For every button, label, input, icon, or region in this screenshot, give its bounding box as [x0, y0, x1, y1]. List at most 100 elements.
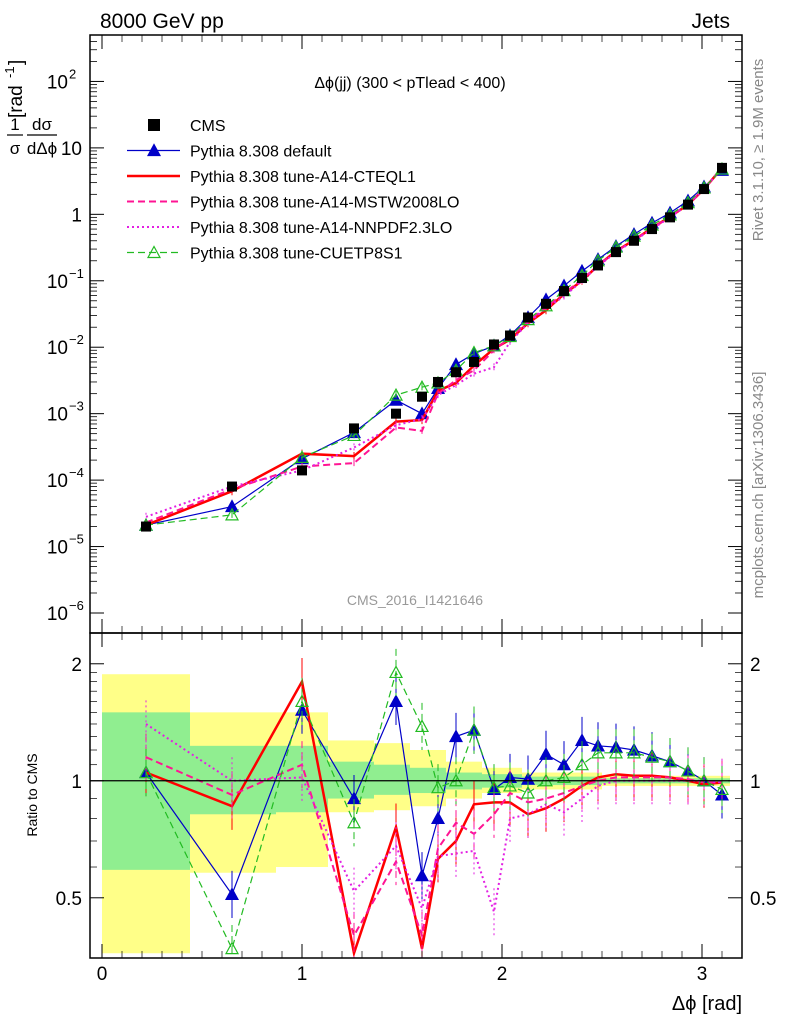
legend-label-1: Pythia 8.308 default	[190, 144, 332, 161]
cms-point-16	[611, 247, 621, 258]
legend-label-2: Pythia 8.308 tune-A14-CTEQL1	[190, 169, 416, 186]
cms-point-14	[577, 273, 587, 284]
ylabel-unit: [rad	[6, 85, 27, 118]
cms-point-22	[717, 162, 727, 173]
main-ytick-exp-3: −3	[69, 399, 84, 414]
main-y-axis-label: 1 σ dσ dΔϕ [rad -1 ]	[2, 60, 57, 158]
ratio-ytick-label-0: 0.5	[56, 889, 82, 910]
xtick-label-0: 0	[97, 964, 108, 985]
main-ytick-label-1: 10	[47, 538, 68, 559]
ratio-marker-4-2	[294, 694, 310, 708]
main-ytick-exp-2: −4	[69, 465, 84, 480]
ylabel-unit-close: ]	[6, 60, 27, 65]
ratio-marker-4-20	[680, 763, 696, 777]
legend-label-5: Pythia 8.308 tune-CUETP8S1	[190, 246, 403, 263]
xtick-label-3: 3	[697, 964, 708, 985]
ratio-panel-frame	[89, 632, 743, 959]
cms-point-5	[417, 391, 427, 402]
x-axis-label: Δϕ [rad]	[672, 993, 742, 1015]
main-marker-4-2	[294, 450, 310, 463]
cms-point-4	[391, 408, 401, 419]
cms-point-11	[523, 312, 533, 323]
cms-point-20	[683, 199, 693, 210]
ratio-ytick-label-right-0: 0.5	[750, 889, 776, 910]
ratio-ytick-label-right-2: 2	[750, 655, 761, 676]
main-marker-4-4	[388, 387, 404, 401]
legend-marker-0	[148, 119, 160, 131]
ratio-marker-4-19	[662, 754, 678, 768]
rivet-version-label: Rivet 3.1.10, ≥ 1.9M events	[750, 59, 767, 242]
cms-point-18	[647, 224, 657, 235]
ratio-marker-0-1	[224, 887, 240, 901]
ratio-panel-series	[138, 648, 730, 959]
ratio-marker-4-6	[430, 780, 446, 794]
xtick-label-1: 1	[297, 964, 308, 985]
ylabel-one: 1	[10, 115, 19, 134]
ylabel-ddphi: dΔϕ	[27, 139, 57, 158]
main-ytick-exp-0: −6	[69, 598, 84, 613]
main-panel-series	[138, 161, 730, 531]
cms-point-15	[593, 260, 603, 271]
mcplots-label: mcplots.cern.ch [arXiv:1306.3436]	[750, 372, 767, 599]
ylabel-dsigma: dσ	[32, 115, 52, 134]
legend-label-4: Pythia 8.308 tune-A14-NNPDF2.3LO	[190, 220, 452, 237]
ratio-ytick-label-2: 2	[71, 655, 82, 676]
cms-point-9	[489, 339, 499, 350]
ratio-marker-4-8	[466, 722, 482, 736]
cms-point-19	[665, 212, 675, 223]
ratio-marker-0-7	[448, 729, 464, 743]
xtick-label-2: 2	[497, 964, 508, 985]
energy-label: 8000 GeV pp	[100, 10, 224, 33]
cms-point-8	[469, 356, 479, 367]
process-label: Jets	[691, 10, 730, 33]
ratio-marker-4-5	[414, 719, 430, 733]
cms-point-6	[433, 376, 443, 387]
main-series-3	[145, 167, 723, 518]
ratio-marker-4-10	[502, 778, 518, 792]
ylabel-unit-exponent: -1	[2, 66, 17, 78]
cms-point-7	[451, 367, 461, 378]
band-green-4	[374, 764, 410, 795]
main-ytick-label-5: 10	[47, 272, 68, 293]
ratio-marker-0-6	[430, 811, 446, 825]
cms-point-10	[505, 330, 515, 341]
ratio-series-4	[145, 670, 723, 951]
cms-point-2	[297, 465, 307, 476]
cms-point-3	[349, 423, 359, 434]
main-marker-4-1	[224, 507, 240, 521]
ratio-marker-4-14	[574, 757, 590, 771]
main-ytick-label-8: 10	[47, 72, 68, 93]
legend: CMS Pythia 8.308 default Pythia 8.308 tune…	[127, 118, 459, 263]
main-ytick-label-6: 1	[71, 205, 82, 226]
ratio-marker-4-18	[644, 749, 660, 763]
main-ytick-label-0: 10	[47, 604, 68, 625]
ratio-ytick-label-right-1: 1	[750, 772, 761, 793]
main-ytick-label-2: 10	[47, 471, 68, 492]
main-ytick-exp-1: −5	[69, 532, 84, 547]
ratio-marker-0-4	[388, 694, 404, 708]
main-series-4	[145, 168, 723, 526]
main-ytick-label-4: 10	[47, 338, 68, 359]
main-panel-frame	[89, 34, 743, 634]
cms-point-17	[629, 235, 639, 246]
ratio-marker-4-16	[608, 745, 624, 759]
ratio-marker-4-11	[520, 785, 536, 799]
ratio-marker-4-9	[486, 780, 502, 794]
ylabel-sigma: σ	[10, 139, 21, 158]
ratio-marker-4-17	[626, 745, 642, 759]
ratio-marker-4-13	[556, 770, 572, 784]
legend-label-3: Pythia 8.308 tune-A14-MSTW2008LO	[190, 195, 459, 212]
main-ytick-exp-4: −2	[69, 332, 84, 347]
ratio-y-axis-label: Ratio to CMS	[24, 753, 40, 836]
main-ytick-exp-5: −1	[69, 266, 84, 281]
plot-title: Δϕ(jj) (300 < pTlead < 400)	[314, 75, 505, 92]
ratio-ytick-label-1: 1	[71, 772, 82, 793]
cms-point-0	[141, 521, 151, 532]
cms-point-21	[699, 184, 709, 195]
ratio-marker-4-15	[590, 745, 606, 759]
main-ytick-exp-8: 2	[69, 66, 76, 81]
cms-point-12	[541, 298, 551, 309]
main-marker-4-3	[346, 428, 362, 442]
